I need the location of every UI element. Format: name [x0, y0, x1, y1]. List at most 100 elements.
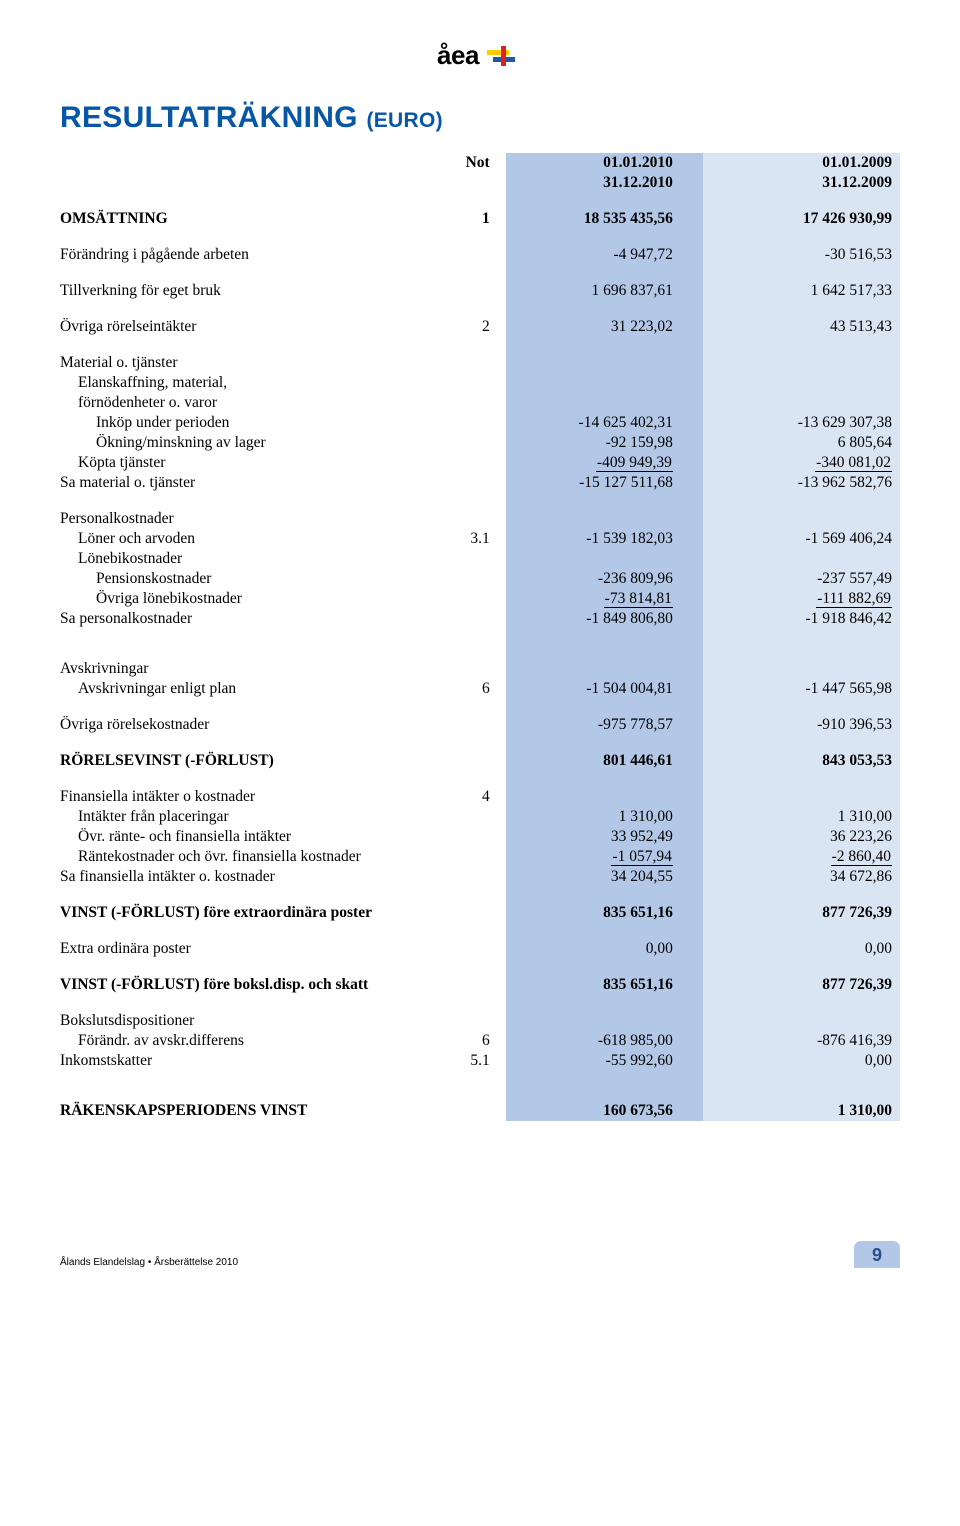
table-row: Personalkostnader — [60, 509, 900, 529]
row-not — [446, 1011, 506, 1031]
table-row: Intäkter från placeringar1 310,001 310,0… — [60, 807, 900, 827]
row-value-prior — [703, 549, 900, 569]
table-row: Lönebikostnader — [60, 549, 900, 569]
row-value-current: -975 778,57 — [506, 715, 703, 735]
row-label: Material o. tjänster — [60, 353, 446, 373]
table-row: OMSÄTTNING118 535 435,5617 426 930,99 — [60, 209, 900, 229]
row-not: 2 — [446, 317, 506, 337]
row-value-prior: -237 557,49 — [703, 569, 900, 589]
row-value-prior — [703, 353, 900, 373]
row-value-current: -1 849 806,80 — [506, 609, 703, 629]
page-number-badge: 9 — [854, 1241, 900, 1268]
row-not — [446, 751, 506, 771]
row-value-prior — [703, 393, 900, 413]
row-not: 6 — [446, 679, 506, 699]
row-value-current: 31 223,02 — [506, 317, 703, 337]
row-value-prior: 1 642 517,33 — [703, 281, 900, 301]
row-value-prior — [703, 373, 900, 393]
row-value-prior: 0,00 — [703, 939, 900, 959]
table-row: Material o. tjänster — [60, 353, 900, 373]
row-value-current: -1 539 182,03 — [506, 529, 703, 549]
row-label: Bokslutsdispositioner — [60, 1011, 446, 1031]
row-not: 6 — [446, 1031, 506, 1051]
row-value-prior: 1 310,00 — [703, 1101, 900, 1121]
row-value-current — [506, 509, 703, 529]
row-label: Avskrivningar enligt plan — [60, 679, 446, 699]
row-value-current: 0,00 — [506, 939, 703, 959]
row-value-current: 18 535 435,56 — [506, 209, 703, 229]
col-header-period1b: 31.12.2010 — [506, 173, 703, 193]
row-label: Ökning/minskning av lager — [60, 433, 446, 453]
row-value-prior: 6 805,64 — [703, 433, 900, 453]
table-row: Sa material o. tjänster-15 127 511,68-13… — [60, 473, 900, 493]
col-header-period2b: 31.12.2009 — [703, 173, 900, 193]
row-value-prior: -1 447 565,98 — [703, 679, 900, 699]
row-label: Elanskaffning, material, — [60, 373, 446, 393]
row-not — [446, 847, 506, 867]
table-row: Avskrivningar — [60, 659, 900, 679]
row-not — [446, 433, 506, 453]
row-label: förnödenheter o. varor — [60, 393, 446, 413]
row-value-prior: -111 882,69 — [703, 589, 900, 609]
row-not — [446, 807, 506, 827]
row-value-current: -236 809,96 — [506, 569, 703, 589]
row-not: 3.1 — [446, 529, 506, 549]
row-value-prior — [703, 787, 900, 807]
table-row: Löner och arvoden3.1-1 539 182,03-1 569 … — [60, 529, 900, 549]
row-label: Löner och arvoden — [60, 529, 446, 549]
table-row: Inköp under perioden-14 625 402,31-13 62… — [60, 413, 900, 433]
row-value-prior: 877 726,39 — [703, 975, 900, 995]
page-footer: Ålands Elandelslag • Årsberättelse 2010 … — [60, 1241, 900, 1268]
row-value-prior: -876 416,39 — [703, 1031, 900, 1051]
table-row: Övriga rörelseintäkter231 223,0243 513,4… — [60, 317, 900, 337]
row-value-current: 34 204,55 — [506, 867, 703, 887]
row-value-prior: -13 629 307,38 — [703, 413, 900, 433]
row-label: Sa finansiella intäkter o. kostnader — [60, 867, 446, 887]
row-label: RÖRELSEVINST (-FÖRLUST) — [60, 751, 446, 771]
row-not — [446, 353, 506, 373]
table-row: Extra ordinära poster0,000,00 — [60, 939, 900, 959]
row-value-current — [506, 787, 703, 807]
row-value-prior: 877 726,39 — [703, 903, 900, 923]
row-not: 4 — [446, 787, 506, 807]
row-value-current: -4 947,72 — [506, 245, 703, 265]
logo-text: åea — [437, 40, 479, 71]
row-value-prior: -2 860,40 — [703, 847, 900, 867]
logo-icon — [487, 46, 523, 66]
row-label: RÄKENSKAPSPERIODENS VINST — [60, 1101, 446, 1121]
row-not — [446, 867, 506, 887]
logo: åea — [60, 40, 900, 71]
table-row: Elanskaffning, material, — [60, 373, 900, 393]
row-not — [446, 659, 506, 679]
row-label: Personalkostnader — [60, 509, 446, 529]
row-value-prior: -30 516,53 — [703, 245, 900, 265]
row-not — [446, 589, 506, 609]
row-value-current: -618 985,00 — [506, 1031, 703, 1051]
row-label: Tillverkning för eget bruk — [60, 281, 446, 301]
table-row: RÖRELSEVINST (-FÖRLUST)801 446,61843 053… — [60, 751, 900, 771]
row-value-current: -73 814,81 — [506, 589, 703, 609]
row-label: Sa material o. tjänster — [60, 473, 446, 493]
row-label: Sa personalkostnader — [60, 609, 446, 629]
row-not — [446, 393, 506, 413]
table-row: Köpta tjänster-409 949,39-340 081,02 — [60, 453, 900, 473]
row-label: VINST (-FÖRLUST) före extraordinära post… — [60, 903, 446, 923]
table-row: Inkomstskatter5.1-55 992,600,00 — [60, 1051, 900, 1071]
row-value-prior: 17 426 930,99 — [703, 209, 900, 229]
table-row: Sa personalkostnader-1 849 806,80-1 918 … — [60, 609, 900, 629]
table-row: Finansiella intäkter o kostnader4 — [60, 787, 900, 807]
row-not — [446, 939, 506, 959]
row-value-prior: 0,00 — [703, 1051, 900, 1071]
row-not — [446, 1101, 506, 1121]
row-value-current — [506, 659, 703, 679]
row-value-prior: -340 081,02 — [703, 453, 900, 473]
row-value-prior: -910 396,53 — [703, 715, 900, 735]
income-statement-table: Not01.01.201001.01.200931.12.201031.12.2… — [60, 153, 900, 1121]
row-not — [446, 453, 506, 473]
row-value-prior — [703, 1011, 900, 1031]
row-value-current — [506, 549, 703, 569]
table-row: Bokslutsdispositioner — [60, 1011, 900, 1031]
table-row: VINST (-FÖRLUST) före extraordinära post… — [60, 903, 900, 923]
row-not — [446, 373, 506, 393]
row-value-current: 835 651,16 — [506, 903, 703, 923]
